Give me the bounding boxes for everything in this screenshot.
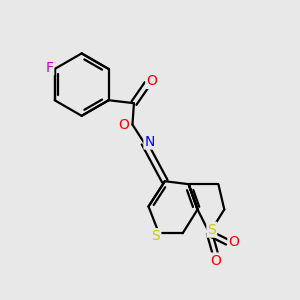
Text: O: O [119, 118, 130, 132]
Text: O: O [228, 235, 239, 249]
Text: F: F [45, 61, 53, 74]
Text: N: N [145, 134, 155, 148]
Text: O: O [211, 254, 221, 268]
Text: O: O [146, 74, 157, 88]
Text: S: S [207, 223, 216, 237]
Text: S: S [152, 229, 160, 243]
